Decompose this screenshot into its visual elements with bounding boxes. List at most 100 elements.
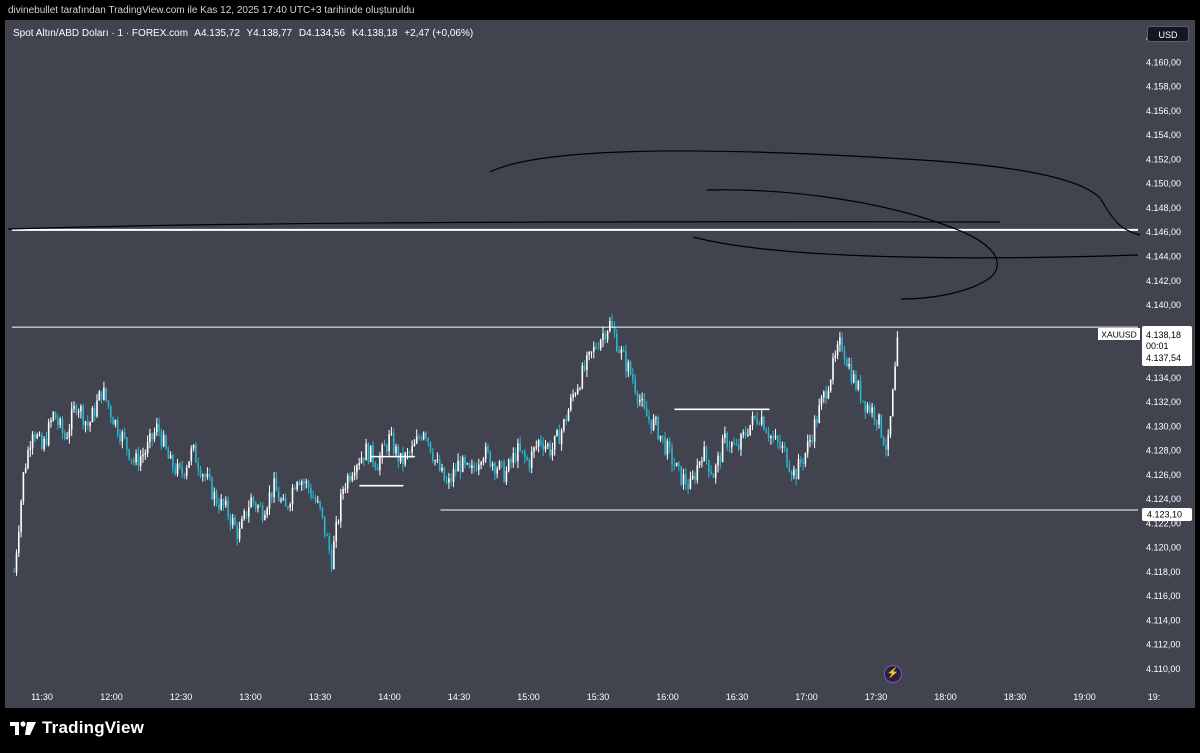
candle-body: [241, 519, 243, 529]
candle-body: [20, 501, 22, 532]
candle-body: [443, 467, 446, 481]
drawing-curve-3[interactable]: [7, 221, 1001, 230]
candle-body: [342, 489, 344, 494]
candle-body: [662, 435, 664, 437]
candle-body: [528, 459, 531, 468]
bid-price-label: 4.137,54: [1146, 353, 1181, 363]
candle-body: [13, 571, 15, 573]
candle-body: [227, 500, 229, 516]
candle-body: [91, 407, 94, 423]
candle-body: [156, 423, 158, 433]
candle-body: [779, 441, 781, 448]
candle-body: [386, 445, 388, 452]
candle-body: [369, 445, 372, 463]
candle-body: [832, 357, 834, 380]
price-tick-label: 4.144,00: [1146, 252, 1181, 262]
candle-body: [379, 457, 381, 471]
drawing-curve-4[interactable]: [692, 236, 1139, 259]
candle-body: [107, 400, 110, 407]
drawing-curve-2[interactable]: [706, 189, 998, 300]
candle-body: [862, 400, 864, 402]
candle-body: [549, 444, 551, 456]
candle-body: [521, 450, 524, 452]
candle-body: [392, 433, 395, 454]
symbol-header[interactable]: Spot Altın/ABD Doları · 1 · FOREX.com A4…: [13, 28, 477, 39]
candle-body: [172, 455, 174, 469]
candle-body: [409, 452, 411, 454]
candle-body: [144, 453, 147, 455]
candle-body: [130, 459, 133, 461]
candle-body: [751, 415, 754, 425]
candle-body: [793, 469, 795, 476]
candle-body: [365, 443, 367, 461]
candle-body: [650, 419, 653, 430]
candle-body: [537, 440, 540, 447]
candle-body: [827, 390, 830, 399]
drawing-curve-1[interactable]: [489, 150, 1141, 236]
candle-body: [744, 432, 747, 436]
candle-body: [689, 478, 692, 489]
candle-body: [236, 525, 239, 540]
candle-body: [266, 508, 268, 515]
price-tick-label: 4.150,00: [1146, 179, 1181, 189]
candle-body: [438, 459, 441, 471]
candle-body: [254, 502, 257, 509]
candle-body: [158, 423, 160, 432]
candle-body: [627, 362, 630, 372]
candle-body: [655, 417, 657, 419]
candle-body: [611, 321, 613, 328]
candle-body: [402, 452, 404, 465]
brand[interactable]: TradingView: [10, 718, 144, 738]
symbol-name[interactable]: Spot Altın/ABD Doları · 1 · FOREX.com: [13, 28, 189, 39]
candle-body: [149, 433, 151, 443]
candle-body: [652, 418, 655, 430]
candle-body: [34, 434, 36, 439]
horizontal-lines[interactable]: [11, 228, 1138, 511]
time-tick-label: 16:00: [656, 692, 679, 702]
candle-body: [475, 467, 478, 471]
price-tick-label: 4.142,00: [1146, 276, 1181, 286]
candle-body: [813, 419, 816, 442]
lightning-icon[interactable]: ⚡: [884, 665, 902, 683]
candle-body: [866, 404, 869, 412]
candle-body: [238, 528, 241, 540]
time-axis[interactable]: 11:30 12:00 12:30 13:00 13:30 14:00 14:30 15:00…: [31, 692, 1160, 702]
candle-body: [335, 521, 337, 542]
candle-body: [461, 457, 464, 472]
candle-body: [514, 453, 517, 462]
candle-body: [310, 488, 312, 497]
candle-body: [464, 457, 466, 464]
candle-body: [820, 397, 823, 406]
candle-body: [208, 474, 211, 478]
chart-frame[interactable]: 11:30 12:00 12:30 13:00 13:30 14:00 14:30 15:00…: [5, 20, 1195, 708]
candle-body: [280, 499, 282, 502]
candle-body: [468, 463, 471, 468]
candle-body: [434, 460, 436, 462]
candle-body: [737, 444, 740, 450]
last-price-box: [1142, 326, 1192, 366]
candle-body: [344, 488, 347, 490]
candle-body: [579, 388, 581, 390]
price-chart[interactable]: 11:30 12:00 12:30 13:00 13:30 14:00 14:30 15:00…: [5, 20, 1195, 708]
candle-body: [593, 346, 595, 352]
candle-body: [459, 460, 462, 472]
candle-body: [556, 430, 558, 436]
tradingview-logo-icon: [10, 721, 36, 735]
candle-body: [353, 472, 356, 476]
candle-body: [583, 365, 586, 370]
candle-body: [896, 337, 899, 367]
currency-button[interactable]: USD: [1147, 26, 1189, 42]
candle-body: [351, 475, 354, 481]
candle-body: [641, 398, 643, 401]
candle-body: [89, 422, 91, 427]
candle-body: [432, 452, 434, 462]
candle-body: [558, 430, 561, 444]
footer-bar: TradingView: [0, 708, 1200, 753]
candle-body: [59, 419, 61, 425]
candle-body: [818, 405, 820, 423]
candle-body: [501, 461, 503, 463]
candle-body: [284, 498, 287, 507]
time-tick-label: 15:00: [517, 692, 540, 702]
candle-body: [381, 445, 383, 458]
freehand-drawings[interactable]: [7, 150, 1141, 300]
